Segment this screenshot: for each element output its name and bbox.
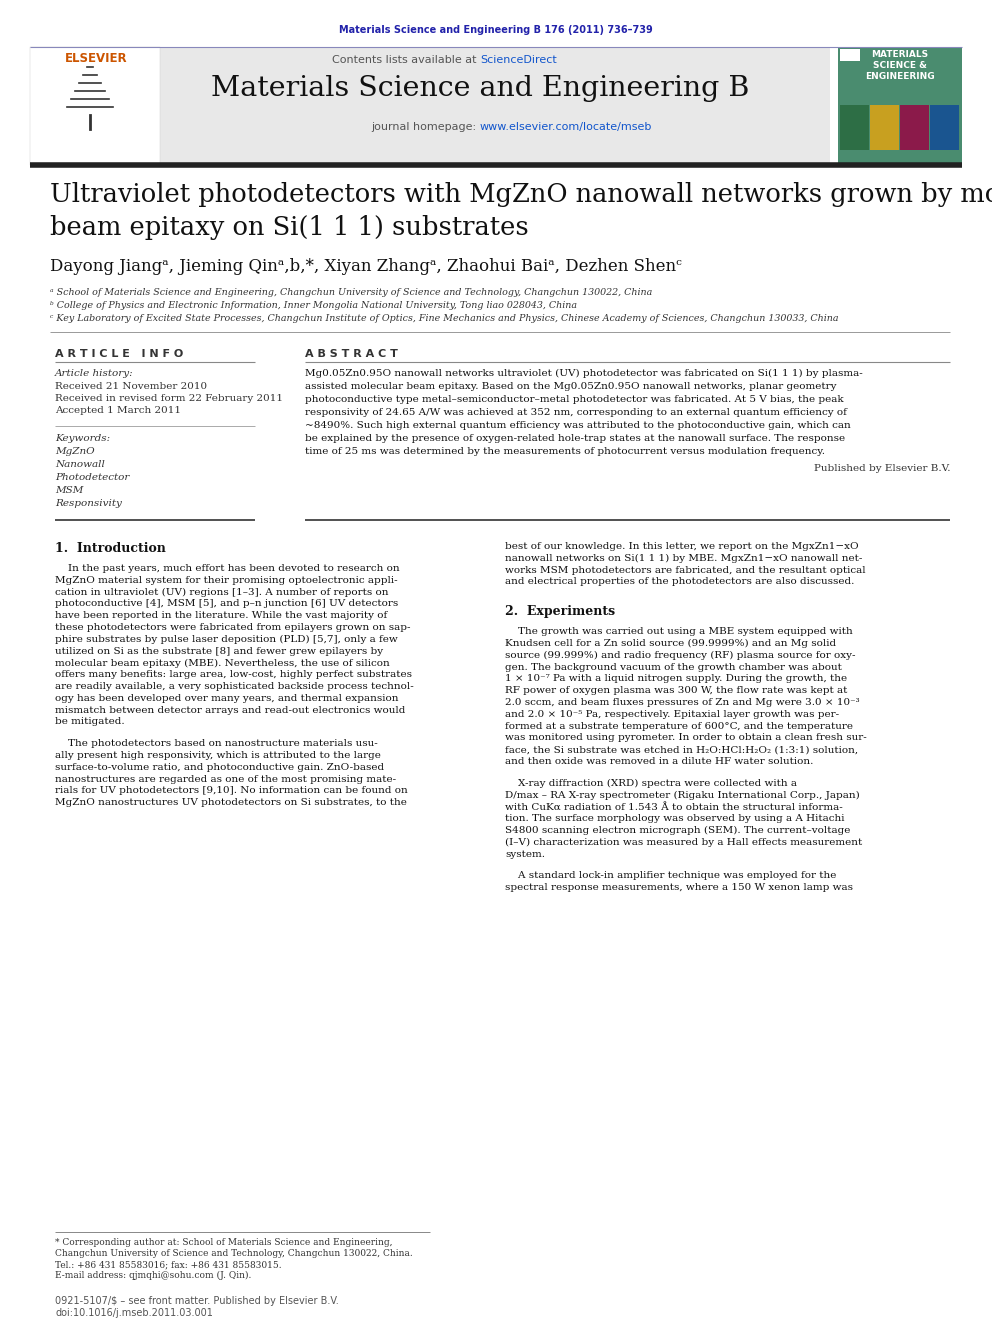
Text: system.: system. [505, 849, 545, 859]
Text: was monitored using pyrometer. In order to obtain a clean fresh sur-: was monitored using pyrometer. In order … [505, 733, 867, 742]
Text: S4800 scanning electron micrograph (SEM). The current–voltage: S4800 scanning electron micrograph (SEM)… [505, 826, 850, 835]
Text: D/max – RA X-ray spectrometer (Rigaku International Corp., Japan): D/max – RA X-ray spectrometer (Rigaku In… [505, 791, 860, 799]
Text: (I–V) characterization was measured by a Hall effects measurement: (I–V) characterization was measured by a… [505, 837, 862, 847]
Text: works MSM photodetectors are fabricated, and the resultant optical: works MSM photodetectors are fabricated,… [505, 566, 866, 574]
Text: and 2.0 × 10⁻⁵ Pa, respectively. Epitaxial layer growth was per-: and 2.0 × 10⁻⁵ Pa, respectively. Epitaxi… [505, 710, 839, 718]
Text: Knudsen cell for a Zn solid source (99.9999%) and an Mg solid: Knudsen cell for a Zn solid source (99.9… [505, 639, 836, 648]
Text: molecular beam epitaxy (MBE). Nevertheless, the use of silicon: molecular beam epitaxy (MBE). Neverthele… [55, 659, 390, 668]
Text: nanostructures are regarded as one of the most promising mate-: nanostructures are regarded as one of th… [55, 774, 396, 783]
Text: MgZnO: MgZnO [55, 447, 94, 456]
Text: RF power of oxygen plasma was 300 W, the flow rate was kept at: RF power of oxygen plasma was 300 W, the… [505, 687, 847, 695]
Text: 0921-5107/$ – see front matter. Published by Elsevier B.V.: 0921-5107/$ – see front matter. Publishe… [55, 1297, 338, 1306]
Text: Mg0.05Zn0.95O nanowall networks ultraviolet (UV) photodetector was fabricated on: Mg0.05Zn0.95O nanowall networks ultravio… [305, 369, 863, 378]
Text: Ultraviolet photodetectors with MgZnO nanowall networks grown by molecular: Ultraviolet photodetectors with MgZnO na… [50, 183, 992, 206]
Text: be mitigated.: be mitigated. [55, 717, 125, 726]
Text: best of our knowledge. In this letter, we report on the MgxZn1−xO: best of our knowledge. In this letter, w… [505, 542, 859, 550]
Text: ᶜ Key Laboratory of Excited State Processes, Changchun Institute of Optics, Fine: ᶜ Key Laboratory of Excited State Proces… [50, 314, 838, 323]
Text: Nanowall: Nanowall [55, 460, 105, 468]
Text: responsivity of 24.65 A/W was achieved at 352 nm, corresponding to an external q: responsivity of 24.65 A/W was achieved a… [305, 407, 847, 417]
Text: rials for UV photodetectors [9,10]. No information can be found on: rials for UV photodetectors [9,10]. No i… [55, 786, 408, 795]
Bar [30, 48, 830, 165]
Text: Published by Elsevier B.V.: Published by Elsevier B.V. [813, 464, 950, 474]
Bar [840, 105, 869, 149]
Text: ELSEVIER: ELSEVIER [65, 52, 128, 65]
Text: Materials Science and Engineering B 176 (2011) 736–739: Materials Science and Engineering B 176 … [339, 25, 653, 34]
Text: with CuKα radiation of 1.543 Å to obtain the structural informa-: with CuKα radiation of 1.543 Å to obtain… [505, 803, 843, 811]
Text: be explained by the presence of oxygen-related hole-trap states at the nanowall : be explained by the presence of oxygen-r… [305, 434, 845, 443]
Text: 2.  Experiments: 2. Experiments [505, 605, 615, 618]
Text: time of 25 ms was determined by the measurements of photocurrent versus modulati: time of 25 ms was determined by the meas… [305, 447, 825, 456]
Bar [840, 49, 960, 99]
Text: 1.  Introduction: 1. Introduction [55, 542, 166, 556]
Text: Received 21 November 2010: Received 21 November 2010 [55, 382, 207, 392]
Text: surface-to-volume ratio, and photoconductive gain. ZnO-based: surface-to-volume ratio, and photoconduc… [55, 763, 384, 771]
Text: Materials Science and Engineering B: Materials Science and Engineering B [211, 75, 749, 102]
Text: ᵇ College of Physics and Electronic Information, Inner Mongolia National Univers: ᵇ College of Physics and Electronic Info… [50, 302, 577, 310]
Text: X-ray diffraction (XRD) spectra were collected with a: X-ray diffraction (XRD) spectra were col… [505, 779, 797, 789]
Text: these photodetectors were fabricated from epilayers grown on sap-: these photodetectors were fabricated fro… [55, 623, 411, 632]
Text: Received in revised form 22 February 2011: Received in revised form 22 February 201… [55, 394, 283, 404]
Text: have been reported in the literature. While the vast majority of: have been reported in the literature. Wh… [55, 611, 387, 620]
Text: Changchun University of Science and Technology, Changchun 130022, China.: Changchun University of Science and Tech… [55, 1249, 413, 1258]
Text: doi:10.1016/j.mseb.2011.03.001: doi:10.1016/j.mseb.2011.03.001 [55, 1308, 213, 1318]
Text: A standard lock-in amplifier technique was employed for the: A standard lock-in amplifier technique w… [505, 872, 836, 880]
Text: are readily available, a very sophisticated backside process technol-: are readily available, a very sophistica… [55, 681, 414, 691]
Text: formed at a substrate temperature of 600°C, and the temperature: formed at a substrate temperature of 600… [505, 721, 853, 730]
Text: spectral response measurements, where a 150 W xenon lamp was: spectral response measurements, where a … [505, 884, 853, 892]
Text: The growth was carried out using a MBE system equipped with: The growth was carried out using a MBE s… [505, 627, 853, 636]
Text: offers many benefits: large area, low-cost, highly perfect substrates: offers many benefits: large area, low-co… [55, 671, 412, 679]
Text: phire substrates by pulse laser deposition (PLD) [5,7], only a few: phire substrates by pulse laser depositi… [55, 635, 398, 644]
Text: mismatch between detector arrays and read-out electronics would: mismatch between detector arrays and rea… [55, 705, 406, 714]
Text: utilized on Si as the substrate [8] and fewer grew epilayers by: utilized on Si as the substrate [8] and … [55, 647, 383, 656]
Text: www.elsevier.com/locate/mseb: www.elsevier.com/locate/mseb [480, 122, 653, 132]
Text: * Corresponding author at: School of Materials Science and Engineering,: * Corresponding author at: School of Mat… [55, 1238, 393, 1248]
Text: ᵃ School of Materials Science and Engineering, Changchun University of Science a: ᵃ School of Materials Science and Engine… [50, 288, 653, 296]
Text: The photodetectors based on nanostructure materials usu-: The photodetectors based on nanostructur… [55, 740, 378, 749]
Text: A R T I C L E   I N F O: A R T I C L E I N F O [55, 349, 184, 359]
Text: Responsivity: Responsivity [55, 499, 122, 508]
Text: journal homepage:: journal homepage: [371, 122, 480, 132]
Text: nanowall networks on Si(1 1 1) by MBE. MgxZn1−xO nanowall net-: nanowall networks on Si(1 1 1) by MBE. M… [505, 554, 862, 562]
Text: ~8490%. Such high external quantum efficiency was attributed to the photoconduct: ~8490%. Such high external quantum effic… [305, 421, 851, 430]
Bar [900, 105, 929, 149]
Text: assisted molecular beam epitaxy. Based on the Mg0.05Zn0.95O nanowall networks, p: assisted molecular beam epitaxy. Based o… [305, 382, 836, 392]
Bar [30, 48, 160, 165]
Text: E-mail address: qjmqhi@sohu.com (J. Qin).: E-mail address: qjmqhi@sohu.com (J. Qin)… [55, 1271, 251, 1281]
Text: Photodetector: Photodetector [55, 474, 129, 482]
Bar [930, 105, 959, 149]
Text: ally present high responsivity, which is attributed to the large: ally present high responsivity, which is… [55, 751, 381, 759]
Bar [838, 48, 962, 165]
Text: photoconductive type metal–semiconductor–metal photodetector was fabricated. At : photoconductive type metal–semiconductor… [305, 396, 843, 404]
Text: MSM: MSM [55, 486, 83, 495]
Text: Contents lists available at: Contents lists available at [332, 56, 480, 65]
Text: ScienceDirect: ScienceDirect [480, 56, 557, 65]
Text: beam epitaxy on Si(1 1 1) substrates: beam epitaxy on Si(1 1 1) substrates [50, 216, 529, 239]
Text: cation in ultraviolet (UV) regions [1–3]. A number of reports on: cation in ultraviolet (UV) regions [1–3]… [55, 587, 389, 597]
Text: ogy has been developed over many years, and thermal expansion: ogy has been developed over many years, … [55, 693, 399, 703]
Text: and then oxide was removed in a dilute HF water solution.: and then oxide was removed in a dilute H… [505, 757, 813, 766]
Text: MgZnO material system for their promising optoelectronic appli-: MgZnO material system for their promisin… [55, 576, 398, 585]
Text: face, the Si substrate was etched in H₂O:HCl:H₂O₂ (1:3:1) solution,: face, the Si substrate was etched in H₂O… [505, 745, 858, 754]
Bar [840, 49, 860, 61]
Bar [870, 105, 899, 149]
Text: tion. The surface morphology was observed by using a A Hitachi: tion. The surface morphology was observe… [505, 814, 844, 823]
Text: Accepted 1 March 2011: Accepted 1 March 2011 [55, 406, 181, 415]
Text: MATERIALS
SCIENCE &
ENGINEERING: MATERIALS SCIENCE & ENGINEERING [865, 50, 934, 81]
Text: Dayong Jiangᵃ, Jieming Qinᵃ,b,*, Xiyan Zhangᵃ, Zhaohui Baiᵃ, Dezhen Shenᶜ: Dayong Jiangᵃ, Jieming Qinᵃ,b,*, Xiyan Z… [50, 258, 682, 275]
Text: Keywords:: Keywords: [55, 434, 110, 443]
Text: Tel.: +86 431 85583016; fax: +86 431 85583015.: Tel.: +86 431 85583016; fax: +86 431 855… [55, 1259, 282, 1269]
Text: In the past years, much effort has been devoted to research on: In the past years, much effort has been … [55, 564, 400, 573]
Text: MgZnO nanostructures UV photodetectors on Si substrates, to the: MgZnO nanostructures UV photodetectors o… [55, 798, 407, 807]
Text: 2.0 sccm, and beam fluxes pressures of Zn and Mg were 3.0 × 10⁻³: 2.0 sccm, and beam fluxes pressures of Z… [505, 699, 860, 706]
Text: gen. The background vacuum of the growth chamber was about: gen. The background vacuum of the growth… [505, 663, 842, 672]
Text: source (99.999%) and radio frequency (RF) plasma source for oxy-: source (99.999%) and radio frequency (RF… [505, 651, 855, 660]
Text: and electrical properties of the photodetectors are also discussed.: and electrical properties of the photode… [505, 577, 854, 586]
Text: Article history:: Article history: [55, 369, 134, 378]
Text: 1 × 10⁻⁷ Pa with a liquid nitrogen supply. During the growth, the: 1 × 10⁻⁷ Pa with a liquid nitrogen suppl… [505, 675, 847, 684]
Text: A B S T R A C T: A B S T R A C T [305, 349, 398, 359]
Text: photoconductive [4], MSM [5], and p–n junction [6] UV detectors: photoconductive [4], MSM [5], and p–n ju… [55, 599, 398, 609]
